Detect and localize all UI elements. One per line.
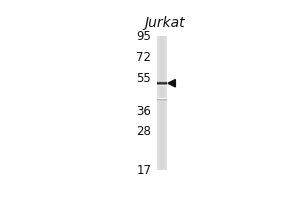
Bar: [157, 85, 167, 86]
Bar: [157, 83, 167, 84]
Text: 72: 72: [136, 51, 151, 64]
Text: 55: 55: [136, 72, 151, 85]
Bar: [157, 36, 167, 170]
Polygon shape: [168, 80, 176, 87]
Bar: [157, 84, 167, 85]
Text: 95: 95: [136, 30, 151, 43]
Text: 36: 36: [136, 105, 151, 118]
Text: 28: 28: [136, 125, 151, 138]
Bar: [157, 81, 167, 82]
Text: Jurkat: Jurkat: [144, 16, 184, 30]
Bar: [157, 82, 167, 83]
Text: 17: 17: [136, 164, 151, 177]
